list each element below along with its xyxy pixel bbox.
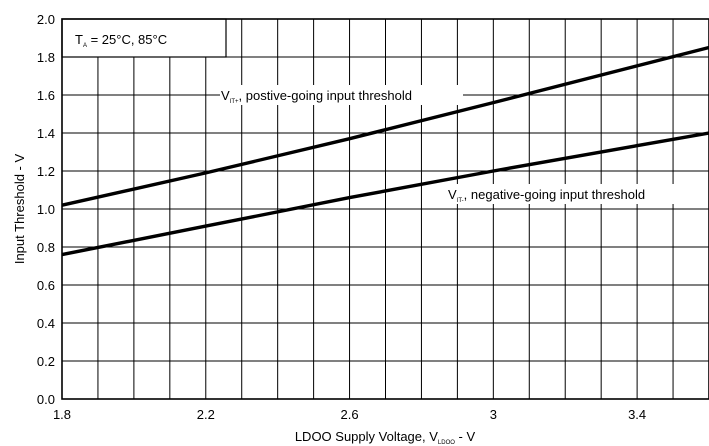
condition-label-box (61, 18, 227, 58)
y-tick-label: 0.0 (37, 392, 55, 407)
x-axis-ticks: 1.8 2.2 2.6 3 3.4 (53, 407, 646, 422)
x-tick-label: 3 (490, 407, 497, 422)
x-tick-label: 2.6 (341, 407, 359, 422)
x-tick-label: 1.8 (53, 407, 71, 422)
grid (62, 19, 709, 399)
y-tick-label: 0.4 (37, 316, 55, 331)
y-tick-label: 1.6 (37, 88, 55, 103)
y-tick-label: 1.4 (37, 126, 55, 141)
y-tick-label: 1.2 (37, 164, 55, 179)
series-1-label-bg (220, 85, 463, 105)
y-tick-label: 2.0 (37, 12, 55, 27)
condition-label: TA = 25°C, 85°C (75, 32, 167, 49)
y-tick-label: 1.0 (37, 202, 55, 217)
y-axis-ticks: 0.0 0.2 0.4 0.6 0.8 1.0 1.2 1.4 1.6 1.8 2.0 (37, 12, 55, 407)
series-1-label: VIT+, postive-going input threshold (221, 88, 412, 105)
series-2-label-bg (446, 184, 708, 204)
series-2-label: VIT-, negative-going input threshold (448, 187, 645, 204)
series-line-2 (61, 131, 709, 257)
series-group (61, 45, 709, 257)
x-tick-label: 2.2 (197, 407, 215, 422)
y-tick-label: 0.8 (37, 240, 55, 255)
x-tick-label: 3.4 (628, 407, 646, 422)
y-tick-label: 1.8 (37, 50, 55, 65)
series-line-1 (61, 45, 709, 207)
y-axis-title: Input Threshold - V (12, 154, 27, 265)
x-axis-title: LDOO Supply Voltage, VLDOO - V (295, 429, 476, 446)
y-tick-label: 0.6 (37, 278, 55, 293)
plot-frame (61, 18, 709, 400)
y-tick-label: 0.2 (37, 354, 55, 369)
